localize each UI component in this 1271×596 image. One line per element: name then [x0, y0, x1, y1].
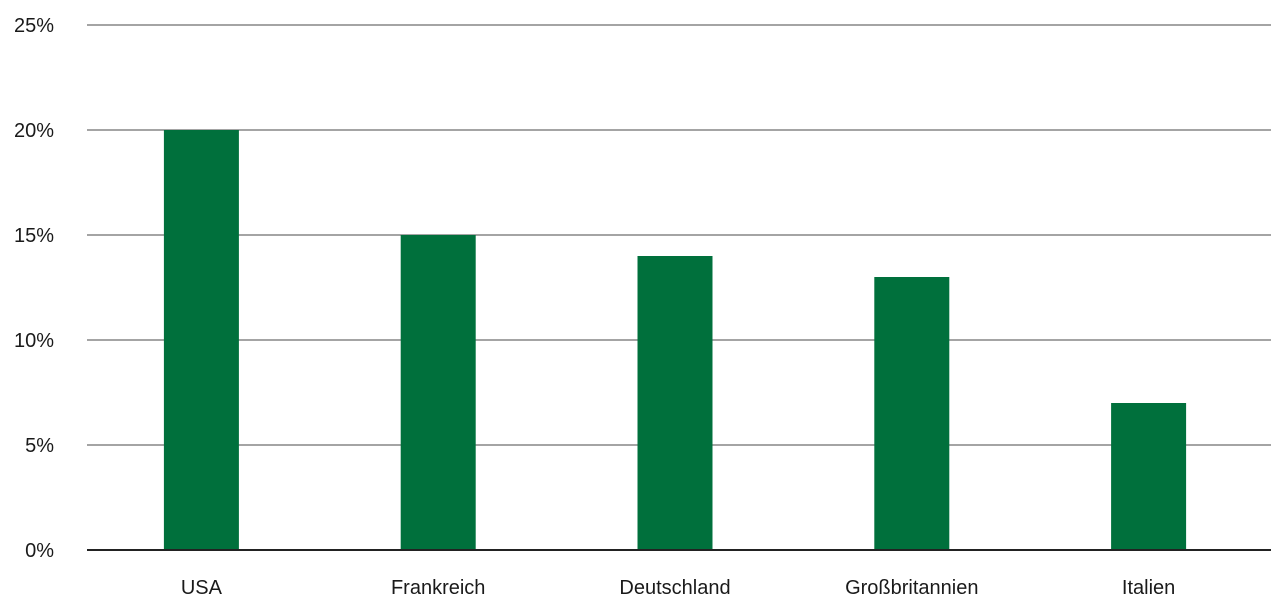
x-tick-label: Italien: [1122, 577, 1175, 596]
bar-frankreich: [400, 235, 476, 550]
x-tick-label: Deutschland: [619, 577, 730, 596]
y-axis-ticks: 0% 5% 10% 15% 20% 25%: [14, 15, 54, 562]
gridlines: [87, 24, 1271, 446]
bars: [163, 130, 1187, 550]
x-tick-label: USA: [181, 577, 223, 596]
x-axis-ticks: USA Frankreich Deutschland Großbritannien It…: [181, 577, 1175, 596]
y-tick-label: 5%: [25, 435, 54, 457]
bar-deutschland: [637, 256, 713, 550]
y-tick-label: 0%: [25, 540, 54, 562]
y-tick-label: 10%: [14, 330, 54, 352]
y-tick-label: 15%: [14, 225, 54, 247]
y-tick-label: 25%: [14, 15, 54, 37]
x-tick-label: Frankreich: [391, 577, 485, 596]
bar-italien: [1111, 403, 1187, 550]
bar-usa: [163, 130, 239, 550]
x-tick-label: Großbritannien: [845, 577, 978, 596]
bar-großbritannien: [874, 277, 950, 550]
y-tick-label: 20%: [14, 120, 54, 142]
